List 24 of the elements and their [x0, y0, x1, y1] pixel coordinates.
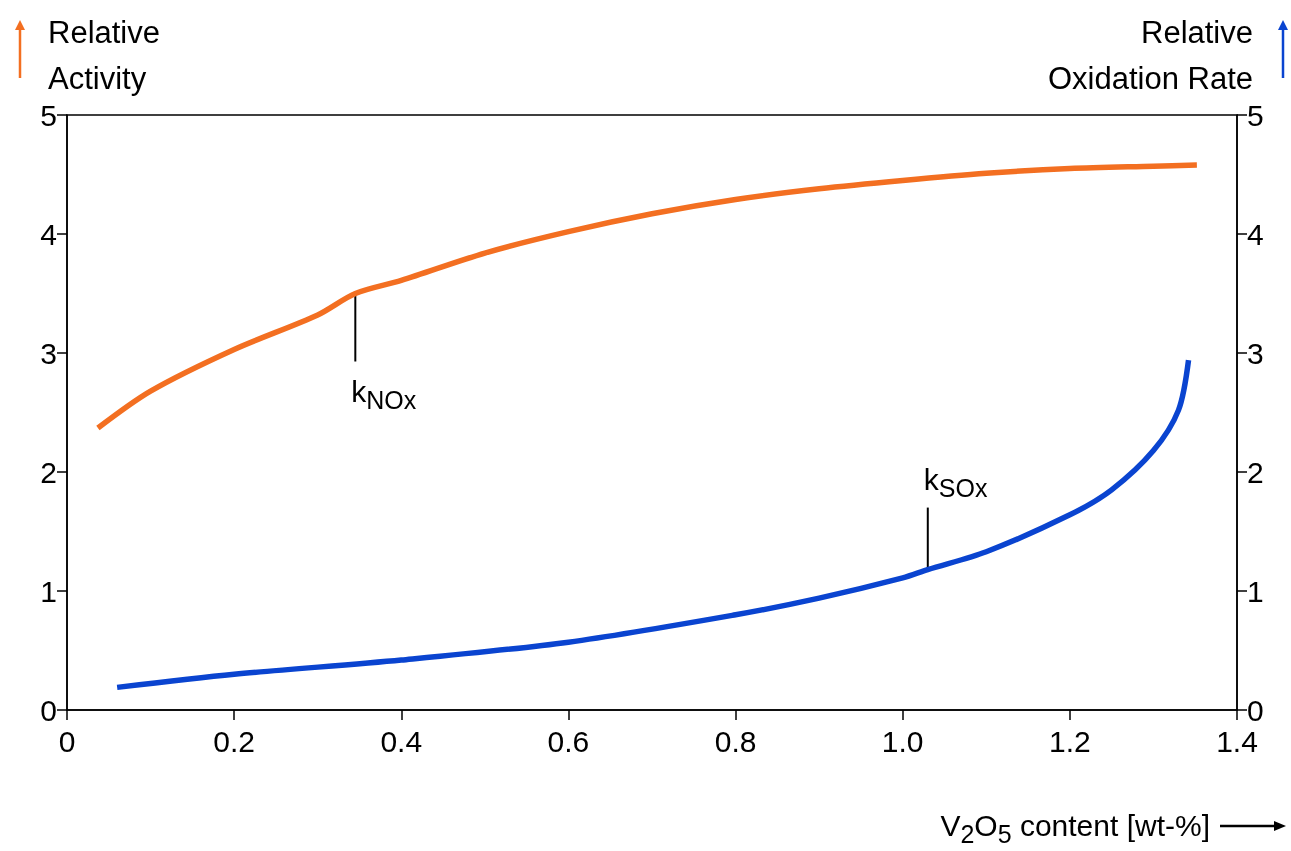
x-tick-label: 1.2: [1049, 724, 1091, 758]
y-tick-label: 3: [40, 336, 57, 370]
y2-tick-label: 0: [1247, 693, 1264, 727]
y-axis-title: Relative Activity: [48, 15, 160, 96]
y2-axis-title: Relative Oxidation Rate: [1047, 15, 1253, 96]
y2-tick-label: 3: [1247, 336, 1264, 370]
y2-tick-label: 4: [1247, 217, 1264, 251]
y-tick-label: 4: [40, 217, 57, 251]
x-tick-label: 0.6: [547, 724, 590, 758]
x-tick-label: 1.4: [1216, 724, 1258, 758]
annotation: k$_{NOx}$: [351, 373, 417, 416]
annotation: k$_{SOx}$: [923, 461, 988, 504]
y-tick-label: 1: [40, 574, 57, 608]
x-axis-title: V$_{2}$O$_{5}$ content [wt-%]: [940, 808, 1210, 850]
y-tick-label: 5: [40, 98, 57, 132]
x-tick-label: 0.8: [714, 724, 757, 758]
x-tick-label: 0.4: [380, 724, 423, 758]
y-tick-label: 0: [40, 693, 57, 727]
x-tick-label: 0.2: [213, 724, 255, 758]
x-tick-label: 1.0: [881, 724, 924, 758]
y-tick-label: 2: [40, 455, 57, 489]
y2-tick-label: 1: [1247, 574, 1264, 608]
y2-tick-label: 2: [1247, 455, 1264, 489]
y2-tick-label: 5: [1247, 98, 1264, 132]
